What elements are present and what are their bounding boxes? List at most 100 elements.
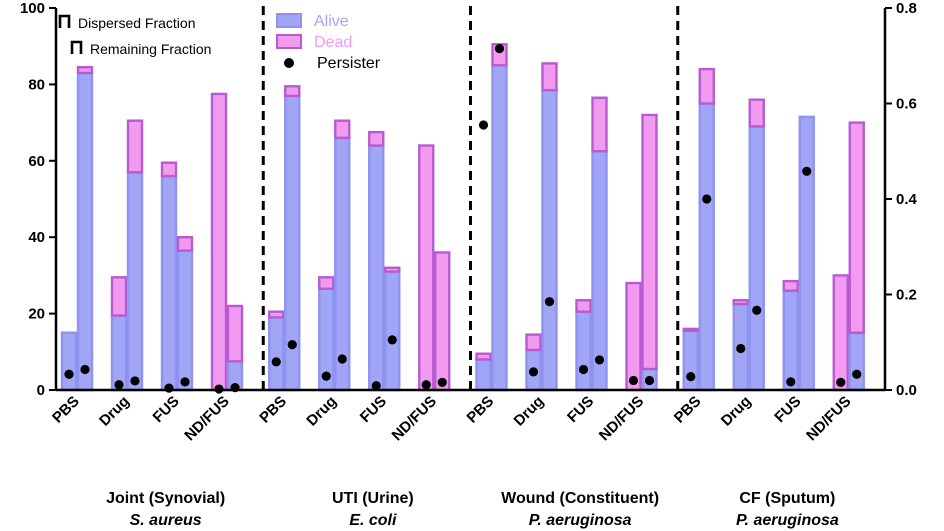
persister-point: [644, 375, 655, 386]
category-label: PBS: [463, 393, 497, 427]
right-y-tick-label: 0.2: [896, 287, 917, 304]
alive-bar-segment: [475, 358, 492, 392]
category-label: FUS: [357, 393, 390, 426]
dead-bar-segment: [832, 274, 849, 392]
alive-bar-segment: [575, 310, 592, 392]
alive-bar-segment: [126, 171, 144, 392]
panel-subtitle: S. aureus: [130, 512, 202, 529]
persister-point: [421, 380, 431, 390]
category-label: ND/FUS: [389, 393, 441, 445]
dead-bar-segment: [368, 130, 385, 147]
alive-bar-segment: [591, 150, 608, 392]
bracket-legend-label: Remaining Fraction: [90, 41, 211, 57]
left-y-tick-label: 20: [28, 306, 45, 323]
category-label: ND/FUS: [596, 393, 648, 445]
right-y-tick-label: 0.6: [896, 96, 917, 113]
panel-title: Wound (Constituent): [501, 490, 659, 507]
dead-bar-segment: [748, 98, 765, 128]
persister-point: [130, 376, 140, 386]
dead-bar-segment: [210, 92, 228, 392]
alive-bar-segment: [76, 71, 94, 392]
persister-point: [578, 364, 589, 375]
dead-bar-segment: [732, 299, 749, 306]
persister-point: [114, 380, 124, 390]
dead-bar-segment: [318, 276, 335, 290]
alive-bar-segment: [491, 64, 508, 392]
category-label: PBS: [49, 393, 83, 427]
category-label: Drug: [303, 393, 340, 430]
persister-point: [80, 364, 90, 375]
alive-bar-segment: [541, 88, 558, 392]
persister-point: [437, 377, 447, 387]
alive-legend-label: Alive: [314, 13, 349, 30]
category-label: Drug: [96, 393, 133, 430]
dead-bar-segment: [682, 327, 699, 332]
alive-bar-segment: [176, 249, 194, 392]
left-y-tick-label: 40: [28, 229, 45, 246]
alive-bar-segment: [748, 125, 765, 392]
dead-bar-segment: [541, 62, 558, 92]
dead-bar-segment: [268, 310, 285, 319]
persister-point: [852, 369, 862, 379]
dead-bar-segment: [782, 279, 799, 292]
persister-point: [836, 377, 846, 387]
left-y-tick-label: 0: [37, 382, 45, 399]
dead-bar-segment: [434, 251, 451, 392]
alive-bar-segment: [848, 331, 865, 392]
persister-point: [494, 43, 505, 54]
persister-point: [802, 166, 812, 176]
persister-points-layer: [64, 43, 862, 394]
dead-bar-segment: [418, 144, 435, 392]
persister-point: [544, 297, 555, 307]
dead-bar-segment: [284, 85, 301, 98]
persister-point: [736, 343, 746, 354]
persister-point: [337, 354, 347, 364]
bars-layer: [60, 43, 865, 392]
panel-subtitle: P. aeruginosa: [529, 512, 632, 529]
category-label: FUS: [564, 393, 597, 426]
left-y-tick-label: 60: [28, 153, 45, 170]
category-label: FUS: [771, 393, 804, 426]
dead-bar-segment: [848, 121, 865, 334]
dead-bar-segment: [334, 119, 351, 140]
alive-bar-segment: [798, 115, 815, 392]
persister-point: [180, 377, 190, 387]
persister-point: [164, 383, 174, 393]
dead-bar-segment: [698, 67, 715, 105]
dead-bar-segment: [525, 333, 542, 352]
persister-point: [371, 381, 381, 391]
persister-point: [64, 369, 74, 379]
dead-bar-segment: [591, 96, 608, 153]
dead-legend-swatch: [276, 34, 302, 49]
alive-bar-segment: [60, 331, 78, 392]
right-y-tick-label: 0.0: [896, 382, 917, 399]
dead-bar-segment: [126, 119, 144, 174]
persister-point: [478, 120, 489, 130]
bracket-legend-icon: [70, 40, 83, 54]
category-label: PBS: [671, 393, 705, 427]
bracket-legend-icon: [58, 14, 71, 28]
alive-legend-swatch: [276, 13, 302, 28]
persister-point: [786, 377, 796, 387]
persister-point: [387, 335, 397, 345]
dead-bar-segment: [176, 235, 194, 252]
persister-point: [321, 371, 331, 381]
persister-point: [752, 305, 762, 315]
alive-bar-segment: [110, 314, 128, 392]
panel-subtitle: P. aeruginosa: [736, 512, 839, 529]
category-label: ND/FUS: [181, 393, 233, 445]
persister-legend-label: Persister: [317, 55, 381, 72]
persister-point: [628, 375, 639, 386]
alive-bar-segment: [782, 289, 799, 392]
dead-bar-segment: [641, 113, 658, 371]
dead-legend-label: Dead: [314, 34, 352, 51]
axes-layer: 0 20 40 60 80 100 0.0 0.2 0.4 0.6 0.8: [20, 0, 918, 399]
category-label: Drug: [511, 393, 548, 430]
persister-point: [271, 357, 281, 367]
left-y-tick-label: 100: [20, 0, 45, 17]
dead-bar-segment: [475, 352, 492, 361]
alive-bar-segment: [384, 270, 401, 392]
right-y-tick-label: 0.8: [896, 0, 917, 17]
dead-bar-segment: [384, 266, 401, 273]
